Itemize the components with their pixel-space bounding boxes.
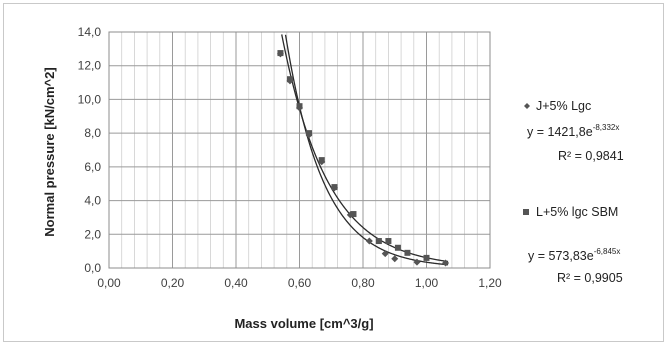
x-tick-label: 0,40 — [224, 276, 248, 290]
data-point-series-2 — [331, 184, 338, 191]
legend-square-marker — [523, 209, 529, 215]
y-tick-label: 6,0 — [84, 160, 101, 174]
equation-series-2: y = 573,83e-6,845x R² = 0,9905 — [528, 247, 623, 285]
y-tick-labels: 0,0 2,0 4,0 6,0 8,0 10,0 12,0 14,0 — [78, 25, 102, 275]
legend-entry-series-1: J+5% Lgc — [524, 99, 591, 113]
y-tick-label: 10,0 — [78, 92, 102, 106]
y-tick-label: 4,0 — [84, 194, 101, 208]
plot-grid — [108, 31, 491, 269]
x-tick-label: 1,20 — [478, 276, 502, 290]
chart-frame — [3, 3, 664, 342]
r2-text-series-1: R² = 0,9841 — [558, 149, 624, 163]
data-point-series-1 — [442, 259, 450, 267]
data-point-series-1 — [413, 258, 421, 266]
legend-label-series-2: L+5% lgc SBM — [536, 205, 618, 219]
x-tick-label: 0,20 — [161, 276, 185, 290]
x-tick-labels: 0,00 0,20 0,40 0,60 0,80 1,00 1,20 — [97, 276, 502, 290]
x-tick-label: 0,00 — [97, 276, 121, 290]
legend-diamond-marker — [524, 103, 530, 109]
data-point-series-2 — [394, 244, 401, 251]
data-point-series-2 — [318, 157, 325, 164]
y-tick-label: 0,0 — [84, 261, 101, 275]
r2-text-series-2: R² = 0,9905 — [557, 271, 623, 285]
data-point-series-1 — [381, 250, 389, 258]
y-tick-label: 14,0 — [78, 25, 102, 39]
legend-entry-series-2: L+5% lgc SBM — [523, 205, 618, 219]
plot-area-border — [108, 31, 491, 269]
x-tick-label: 1,00 — [415, 276, 439, 290]
equation-series-1: y = 1421,8e-8,332x R² = 0,9841 — [527, 123, 624, 163]
data-points — [276, 50, 450, 267]
data-point-series-2 — [286, 76, 293, 83]
legend: J+5% Lgc y = 1421,8e-8,332x R² = 0,9841 … — [523, 99, 624, 285]
data-point-series-2 — [423, 254, 430, 261]
data-point-series-2 — [385, 238, 392, 245]
equation-text-series-1: y = 1421,8e-8,332x — [527, 123, 619, 139]
data-point-series-2 — [306, 130, 313, 137]
y-tick-label: 2,0 — [84, 227, 101, 241]
trendlines — [281, 34, 449, 266]
data-point-series-1 — [391, 255, 399, 263]
y-tick-label: 12,0 — [78, 59, 102, 73]
legend-label-series-1: J+5% Lgc — [536, 99, 591, 113]
data-point-series-2 — [350, 211, 357, 218]
data-point-series-2 — [404, 249, 411, 256]
x-tick-label: 0,80 — [351, 276, 375, 290]
x-tick-label: 0,60 — [288, 276, 312, 290]
data-point-series-2 — [277, 50, 284, 57]
data-point-series-2 — [296, 103, 303, 110]
y-tick-label: 8,0 — [84, 126, 101, 140]
data-point-series-2 — [375, 238, 382, 245]
x-axis-title: Mass volume [cm^3/g] — [234, 316, 373, 331]
y-axis-title: Normal pressure [kN/cm^2] — [42, 67, 57, 236]
trendline-series-2 — [281, 34, 449, 263]
data-point-series-1 — [365, 237, 373, 245]
equation-text-series-2: y = 573,83e-6,845x — [528, 247, 620, 263]
